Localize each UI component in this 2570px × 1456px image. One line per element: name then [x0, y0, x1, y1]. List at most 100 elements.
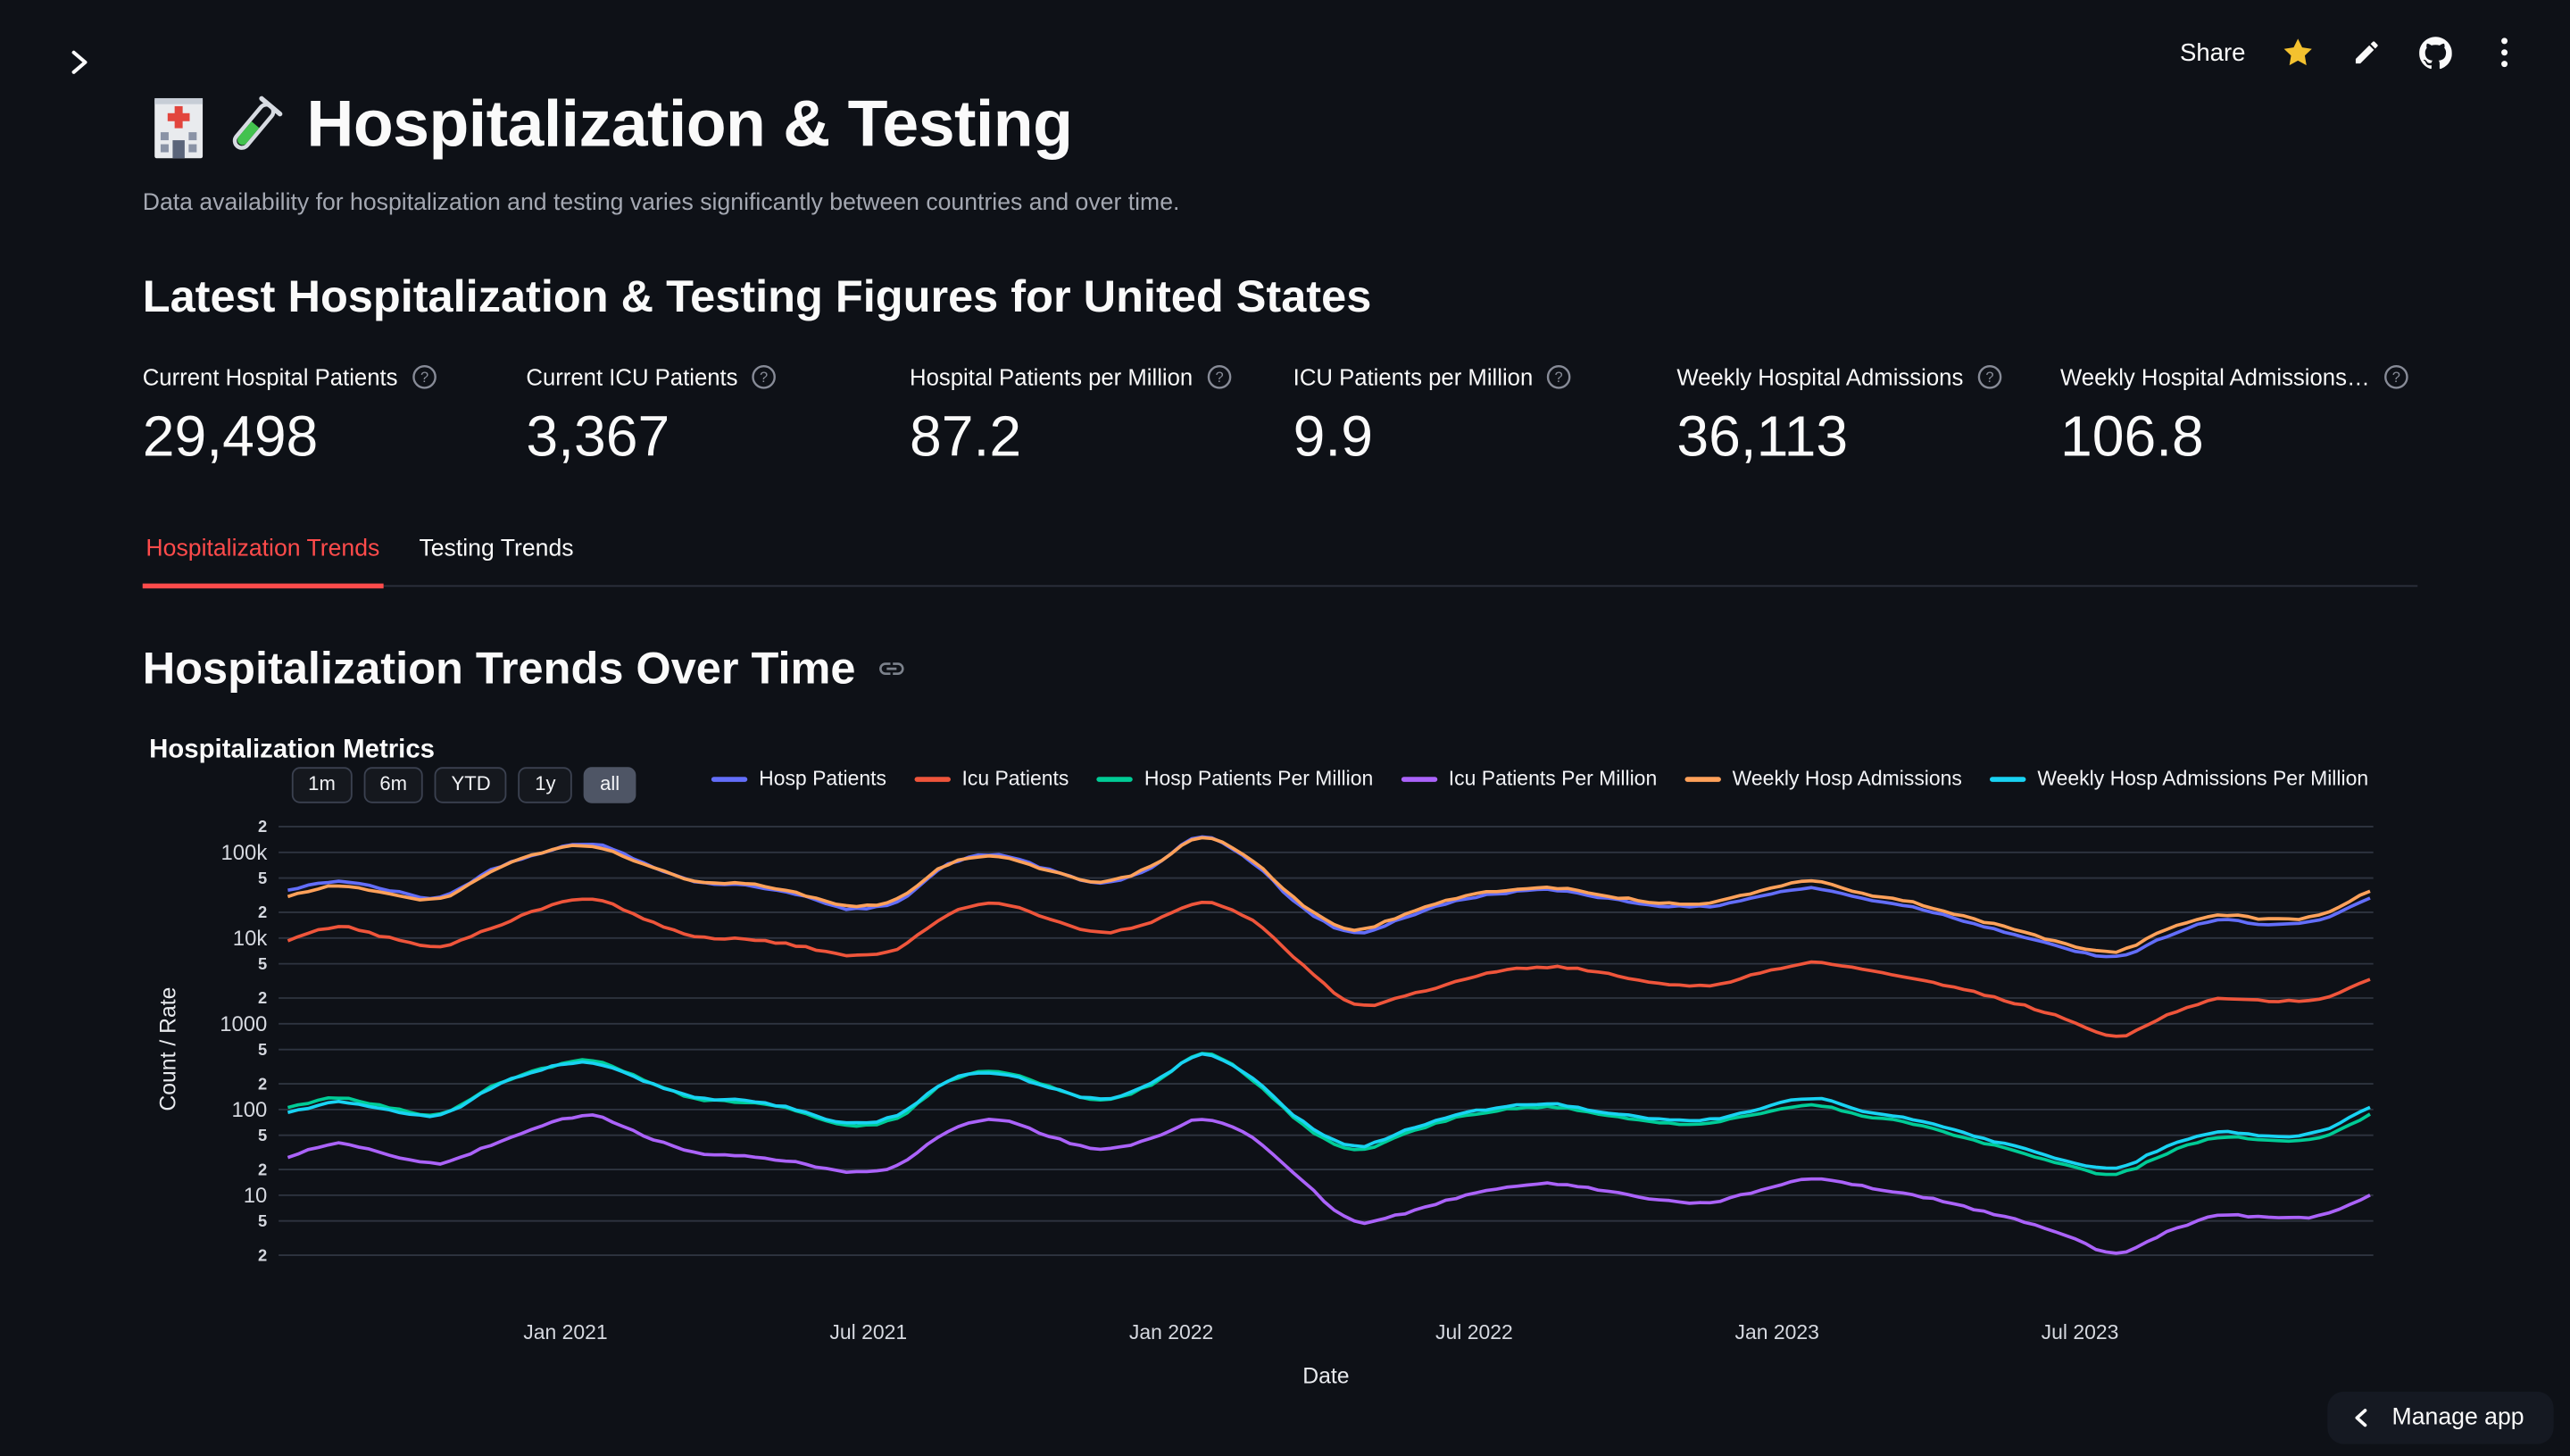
series-line-hosp-patients-per-million	[287, 1052, 2371, 1177]
x-tick-label: Jul 2023	[2042, 1320, 2119, 1344]
favorite-star-icon[interactable]	[2282, 36, 2315, 69]
series-line-weekly-hosp-admissions-per-million	[287, 1052, 2371, 1170]
svg-text:?: ?	[760, 369, 768, 386]
chart-title: Hospitalization Metrics	[149, 736, 436, 764]
help-icon[interactable]: ?	[411, 364, 437, 390]
metric: ICU Patients per Million ? 9.9	[1293, 364, 1651, 470]
legend-swatch	[711, 776, 748, 781]
svg-text:?: ?	[1215, 369, 1223, 386]
y-tick-label: 10k	[233, 927, 268, 951]
page-title: Hospitalization & Testing	[306, 88, 1073, 161]
title-icons	[143, 89, 290, 162]
x-tick-label: Jan 2021	[523, 1320, 607, 1344]
x-tick-label: Jan 2023	[1735, 1320, 1819, 1344]
legend-label: Weekly Hosp Admissions Per Million	[2037, 767, 2369, 791]
main-content: Hospitalization & Testing Data availabil…	[142, 0, 2418, 1406]
github-icon[interactable]	[2419, 36, 2452, 69]
range-button-1y[interactable]: 1y	[518, 767, 572, 803]
y-tick-label: 1000	[220, 1012, 267, 1036]
chart-legend: Hosp Patients Icu Patients Hosp Patients…	[711, 767, 2368, 790]
page-subtitle: Data availability for hospitalization an…	[142, 189, 1180, 217]
series-line-icu-patients-per-million	[287, 1113, 2371, 1255]
plot-area[interactable]: 2 100k 5 2 10k 5 2 1000 5 2 100 5 2 10 5 2 Jan 2021 Jul 2…	[143, 806, 2418, 1402]
range-button-1m[interactable]: 1m	[291, 767, 353, 803]
y-tick-label: 10	[244, 1184, 268, 1208]
page-title-row: Hospitalization & Testing	[143, 88, 2418, 162]
legend-item[interactable]: Weekly Hosp Admissions Per Million	[1990, 767, 2368, 790]
x-tick-label: Jul 2022	[1435, 1320, 1513, 1344]
overflow-menu-icon[interactable]	[2488, 36, 2521, 69]
legend-item[interactable]: Icu Patients	[914, 767, 1069, 790]
legend-label: Icu Patients Per Million	[1448, 767, 1658, 791]
metric-label: Weekly Hospital Admissions	[1676, 363, 1964, 390]
help-icon[interactable]: ?	[1206, 364, 1232, 390]
x-tick-label: Jan 2022	[1129, 1320, 1213, 1344]
manage-app-button[interactable]: Manage app	[2327, 1391, 2554, 1444]
legend-item[interactable]: Icu Patients Per Million	[1401, 767, 1658, 791]
svg-text:?: ?	[420, 369, 428, 386]
range-button-ytd[interactable]: YTD	[435, 767, 507, 803]
legend-item[interactable]: Hosp Patients	[711, 767, 886, 790]
test-tube-emoji-icon	[232, 95, 283, 149]
legend-label: Weekly Hosp Admissions	[1732, 767, 1962, 791]
legend-item[interactable]: Weekly Hosp Admissions	[1684, 767, 1962, 790]
trends-heading: Hospitalization Trends Over Time	[142, 642, 856, 694]
help-icon[interactable]: ?	[2383, 364, 2408, 390]
figures-heading: Latest Hospitalization & Testing Figures…	[142, 270, 1372, 321]
tab-testing-trends[interactable]: Testing Trends	[419, 536, 574, 562]
metric-value: 106.8	[2059, 404, 2204, 470]
legend-swatch	[1401, 776, 1437, 781]
metric-label: Current Hospital Patients	[142, 363, 398, 390]
tab-hospitalization-trends[interactable]: Hospitalization Trends	[142, 529, 384, 589]
legend-swatch	[1990, 776, 2026, 781]
edit-pencil-icon[interactable]	[2350, 36, 2383, 69]
y-tick-label: 5	[258, 1211, 267, 1230]
y-tick-label: 5	[258, 1040, 267, 1059]
metric: Hospital Patients per Million ? 87.2	[910, 364, 1267, 470]
metric-value: 29,498	[142, 404, 319, 470]
sidebar-expand-button[interactable]	[59, 43, 98, 82]
chevron-left-icon	[2356, 1409, 2368, 1427]
legend-label: Hosp Patients	[759, 767, 887, 791]
legend-swatch	[914, 776, 951, 781]
y-tick-label: 2	[258, 903, 267, 921]
y-tick-label: 2	[258, 988, 267, 1007]
svg-text:?: ?	[1555, 369, 1563, 386]
series-line-icu-patients	[287, 897, 2371, 1038]
hospital-emoji-icon	[154, 97, 204, 158]
metric-value: 3,367	[526, 404, 670, 470]
range-selector: 1m 6m YTD 1y all	[291, 767, 636, 803]
metric: Current ICU Patients ? 3,367	[526, 364, 883, 470]
svg-text:?: ?	[1985, 369, 1993, 386]
tab-bar: Hospitalization Trends Testing Trends	[142, 529, 2418, 589]
y-tick-label: 5	[258, 954, 267, 973]
y-tick-label: 2	[258, 817, 267, 836]
y-tick-label: 2	[258, 1245, 267, 1264]
hospitalization-metrics-chart: Hospitalization Metrics 1m 6m YTD 1y all Hos…	[143, 718, 2418, 1406]
metric-value: 36,113	[1676, 404, 1849, 470]
metric-label: Current ICU Patients	[526, 363, 738, 390]
x-tick-label: Jul 2021	[829, 1320, 907, 1344]
legend-swatch	[1684, 776, 1721, 781]
range-button-6m[interactable]: 6m	[363, 767, 424, 803]
legend-item[interactable]: Hosp Patients Per Million	[1096, 767, 1374, 791]
help-icon[interactable]: ?	[751, 364, 777, 390]
y-tick-label: 2	[258, 1074, 267, 1093]
y-tick-label: 2	[258, 1160, 267, 1178]
legend-label: Icu Patients	[961, 767, 1069, 791]
y-axis-title: Count / Rate	[156, 987, 180, 1111]
metric-label: ICU Patients per Million	[1293, 363, 1534, 390]
metric: Current Hospital Patients ? 29,498	[143, 364, 500, 470]
y-tick-label: 5	[258, 1126, 267, 1144]
anchor-link-icon[interactable]	[877, 654, 906, 684]
manage-app-label: Manage app	[2391, 1404, 2524, 1431]
help-icon[interactable]: ?	[1976, 364, 2002, 390]
help-icon[interactable]: ?	[1546, 364, 1572, 390]
share-button[interactable]: Share	[2179, 38, 2246, 67]
metric-value: 87.2	[910, 404, 1022, 470]
range-button-all[interactable]: all	[583, 767, 636, 803]
legend-label: Hosp Patients Per Million	[1144, 767, 1374, 791]
metric-value: 9.9	[1293, 404, 1374, 470]
metrics-row: Current Hospital Patients ? 29,498 Curre…	[143, 364, 2418, 470]
